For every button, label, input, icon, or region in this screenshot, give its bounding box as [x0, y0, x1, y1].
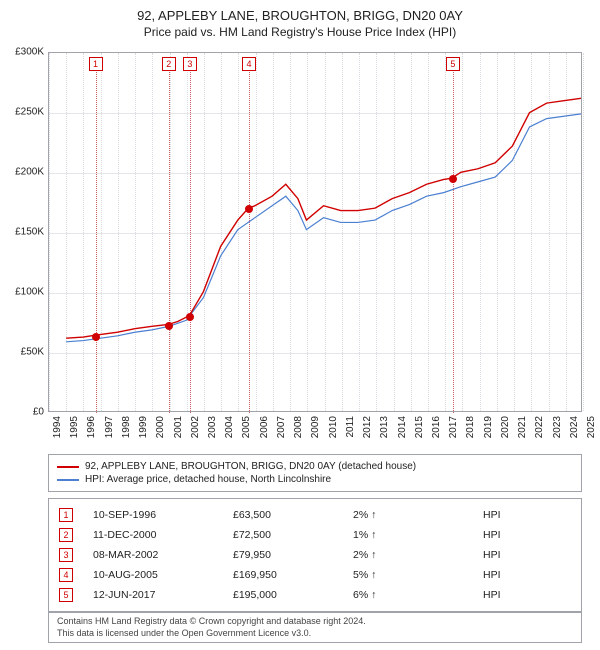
y-tick-label: £150K [15, 227, 44, 238]
x-tick-label: 1994 [52, 416, 63, 438]
sale-delta: 2% [353, 549, 463, 561]
sale-marker: 3 [183, 57, 197, 71]
sale-date: 12-JUN-2017 [93, 589, 213, 601]
legend-item: 92, APPLEBY LANE, BROUGHTON, BRIGG, DN20… [57, 460, 573, 473]
x-tick-label: 2006 [259, 416, 270, 438]
sale-suffix: HPI [483, 509, 501, 521]
x-tick-label: 2015 [414, 416, 425, 438]
series-hpi [66, 114, 581, 342]
sale-price: £72,500 [233, 529, 333, 541]
x-tick-label: 2019 [483, 416, 494, 438]
sale-point [245, 205, 253, 213]
y-axis-ticks: £0£50K£100K£150K£200K£250K£300K [0, 52, 46, 412]
sale-delta: 6% [353, 589, 463, 601]
x-tick-label: 1998 [121, 416, 132, 438]
sale-price: £79,950 [233, 549, 333, 561]
sale-date: 08-MAR-2002 [93, 549, 213, 561]
footer-line1: Contains HM Land Registry data © Crown c… [57, 616, 573, 628]
x-tick-label: 2005 [241, 416, 252, 438]
x-tick-label: 2003 [207, 416, 218, 438]
x-tick-label: 2000 [155, 416, 166, 438]
sale-marker: 4 [242, 57, 256, 71]
x-tick-label: 2002 [190, 416, 201, 438]
sale-delta: 1% [353, 529, 463, 541]
x-tick-label: 1995 [69, 416, 80, 438]
sale-marker: 1 [89, 57, 103, 71]
legend-label: HPI: Average price, detached house, Nort… [85, 474, 331, 485]
sales-table: 1 10-SEP-1996 £63,500 2% HPI 2 11-DEC-2000 £72,… [48, 498, 582, 612]
sale-price: £63,500 [233, 509, 333, 521]
sale-point [449, 175, 457, 183]
x-tick-label: 2014 [397, 416, 408, 438]
sale-point [165, 322, 173, 330]
x-tick-label: 2013 [379, 416, 390, 438]
sale-row: 2 11-DEC-2000 £72,500 1% HPI [59, 525, 571, 545]
x-tick-label: 2009 [310, 416, 321, 438]
sale-marker: 5 [446, 57, 460, 71]
x-tick-label: 2008 [293, 416, 304, 438]
sale-suffix: HPI [483, 549, 501, 561]
x-tick-label: 2025 [586, 416, 597, 438]
x-tick-label: 2022 [534, 416, 545, 438]
title-block: 92, APPLEBY LANE, BROUGHTON, BRIGG, DN20… [10, 8, 590, 39]
footer: Contains HM Land Registry data © Crown c… [48, 612, 582, 643]
legend-swatch [57, 479, 79, 481]
x-tick-label: 2020 [500, 416, 511, 438]
x-tick-label: 2023 [552, 416, 563, 438]
sale-num: 3 [59, 548, 73, 562]
sale-point [92, 333, 100, 341]
sale-suffix: HPI [483, 529, 501, 541]
sale-num: 5 [59, 588, 73, 602]
legend: 92, APPLEBY LANE, BROUGHTON, BRIGG, DN20… [48, 454, 582, 492]
x-axis-ticks: 1994 1995 1996 1997 1998 1999 2000 2001 2002 2003… [48, 414, 582, 454]
x-tick-label: 2018 [465, 416, 476, 438]
sale-delta: 2% [353, 509, 463, 521]
x-tick-label: 2007 [276, 416, 287, 438]
x-tick-label: 2001 [173, 416, 184, 438]
sale-point [186, 313, 194, 321]
y-tick-label: £250K [15, 107, 44, 118]
x-tick-label: 1997 [104, 416, 115, 438]
title-main: 92, APPLEBY LANE, BROUGHTON, BRIGG, DN20… [10, 8, 590, 23]
sale-row: 4 10-AUG-2005 £169,950 5% HPI [59, 565, 571, 585]
x-tick-label: 2010 [328, 416, 339, 438]
y-tick-label: £100K [15, 287, 44, 298]
x-tick-label: 1996 [86, 416, 97, 438]
y-tick-label: £50K [21, 347, 44, 358]
sale-num: 4 [59, 568, 73, 582]
y-tick-label: £0 [33, 407, 44, 418]
legend-item: HPI: Average price, detached house, Nort… [57, 473, 573, 486]
series-svg [49, 53, 581, 411]
x-tick-label: 2017 [448, 416, 459, 438]
title-sub: Price paid vs. HM Land Registry's House … [10, 25, 590, 39]
sale-price: £169,950 [233, 569, 333, 581]
sale-suffix: HPI [483, 589, 501, 601]
footer-line2: This data is licensed under the Open Gov… [57, 628, 573, 640]
x-tick-label: 2011 [345, 416, 356, 438]
x-tick-label: 1999 [138, 416, 149, 438]
y-tick-label: £300K [15, 47, 44, 58]
sale-num: 2 [59, 528, 73, 542]
sale-num: 1 [59, 508, 73, 522]
sale-price: £195,000 [233, 589, 333, 601]
x-tick-label: 2016 [431, 416, 442, 438]
legend-label: 92, APPLEBY LANE, BROUGHTON, BRIGG, DN20… [85, 461, 416, 472]
x-tick-label: 2012 [362, 416, 373, 438]
plot-area: 12345 [48, 52, 582, 412]
x-tick-label: 2024 [569, 416, 580, 438]
sale-row: 5 12-JUN-2017 £195,000 6% HPI [59, 585, 571, 605]
sale-suffix: HPI [483, 569, 501, 581]
sale-date: 10-SEP-1996 [93, 509, 213, 521]
chart-container: 92, APPLEBY LANE, BROUGHTON, BRIGG, DN20… [0, 0, 600, 650]
y-tick-label: £200K [15, 167, 44, 178]
sale-date: 11-DEC-2000 [93, 529, 213, 541]
x-tick-label: 2021 [517, 416, 528, 438]
sale-delta: 5% [353, 569, 463, 581]
legend-swatch [57, 466, 79, 468]
sale-date: 10-AUG-2005 [93, 569, 213, 581]
sale-row: 3 08-MAR-2002 £79,950 2% HPI [59, 545, 571, 565]
sale-row: 1 10-SEP-1996 £63,500 2% HPI [59, 505, 571, 525]
x-tick-label: 2004 [224, 416, 235, 438]
sale-marker: 2 [162, 57, 176, 71]
